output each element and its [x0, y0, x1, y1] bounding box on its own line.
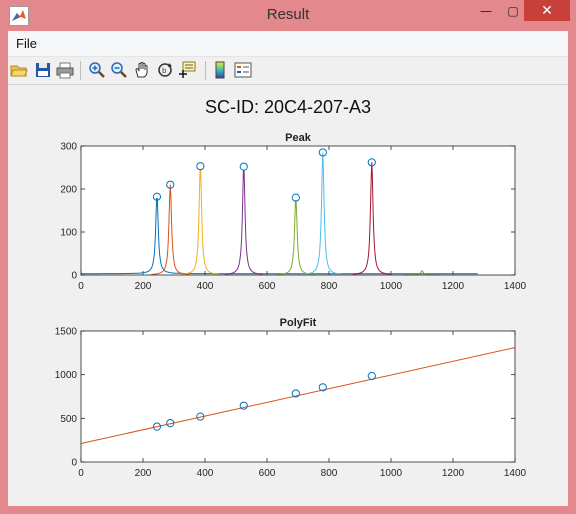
y-tick-label: 100	[60, 228, 77, 239]
data-point	[367, 371, 376, 381]
minimize-button[interactable]: —	[480, 4, 492, 18]
data-point	[166, 419, 175, 428]
peak-marker	[239, 162, 248, 171]
title-bar[interactable]: Result — ▢ ✕	[0, 0, 576, 31]
data-cursor-icon[interactable]	[178, 61, 196, 79]
polyfit-axes[interactable]: PolyFit 0 200 400 600 800 1000 1200 1400 0 500 1000…	[55, 317, 527, 479]
rotate-3d-icon[interactable]: b	[156, 61, 174, 79]
x-tick-label: 800	[321, 281, 338, 292]
matlab-app-icon[interactable]	[9, 6, 29, 26]
peak-marker	[318, 148, 327, 157]
peak-marker	[291, 193, 300, 202]
x-tick-label: 1400	[504, 468, 527, 479]
peak-series-line	[303, 152, 342, 275]
colorbar-icon[interactable]	[211, 61, 229, 79]
x-tick-label: 400	[197, 281, 214, 292]
legend-icon[interactable]	[234, 61, 252, 79]
x-tick-label: 1400	[504, 281, 527, 292]
figure-toolbar: b	[8, 57, 568, 85]
x-tick-label: 1200	[442, 281, 465, 292]
peak-marker	[152, 192, 162, 201]
open-file-icon[interactable]	[10, 61, 28, 79]
maximize-button[interactable]: ▢	[507, 4, 519, 18]
axes-box	[80, 330, 516, 463]
toolbar-separator	[205, 61, 206, 80]
menu-bar: File	[8, 31, 568, 57]
axes-title: PolyFit	[280, 317, 317, 329]
plot-area	[81, 146, 515, 275]
x-tick-label: 1000	[380, 468, 403, 479]
peak-marker	[196, 162, 205, 171]
peak-series-line	[352, 162, 391, 275]
y-tick-label: 0	[71, 458, 77, 469]
data-point	[291, 389, 300, 398]
save-icon[interactable]	[34, 61, 52, 79]
print-icon[interactable]	[56, 61, 74, 79]
peak-marker	[166, 180, 175, 189]
x-tick-label: 200	[135, 281, 152, 292]
menu-file[interactable]: File	[16, 36, 37, 51]
peak-series-line	[181, 169, 220, 276]
data-point	[152, 422, 162, 431]
y-tick-label: 200	[60, 185, 77, 196]
peak-series-line	[81, 198, 478, 275]
svg-text:b: b	[162, 67, 167, 75]
x-tick-label: 600	[259, 468, 276, 479]
x-tick-label: 1200	[442, 468, 465, 479]
x-tick-label: 0	[78, 281, 84, 292]
y-tick-label: 300	[60, 142, 77, 153]
x-tick-label: 1000	[380, 281, 403, 292]
x-tick-label: 200	[135, 468, 152, 479]
y-tick-label: 1500	[55, 327, 78, 338]
zoom-in-icon[interactable]	[88, 61, 106, 79]
toolbar-separator	[80, 61, 81, 80]
y-tick-label: 1000	[55, 370, 78, 381]
peak-axes[interactable]: Peak 0 200 400 600 800 1000 1200 1400 0 100 200 300	[60, 132, 526, 292]
window-title: Result	[266, 6, 310, 23]
x-tick-label: 0	[78, 468, 84, 479]
pan-hand-icon[interactable]	[133, 61, 151, 79]
close-button[interactable]: ✕	[524, 0, 570, 21]
x-tick-label: 600	[259, 281, 276, 292]
axes-box	[80, 145, 516, 276]
axes-title: Peak	[285, 132, 312, 144]
x-tick-label: 400	[197, 468, 214, 479]
data-point	[196, 412, 205, 421]
peak-series-line	[224, 170, 263, 276]
x-tick-label: 800	[321, 468, 338, 479]
figure-title: SC-ID: 20C4-207-A3	[204, 97, 372, 117]
data-point	[239, 401, 248, 410]
y-tick-label: 500	[60, 414, 77, 425]
peak-marker	[367, 158, 376, 167]
data-point	[318, 383, 327, 392]
y-tick-label: 0	[71, 271, 77, 282]
zoom-out-icon[interactable]	[110, 61, 128, 79]
